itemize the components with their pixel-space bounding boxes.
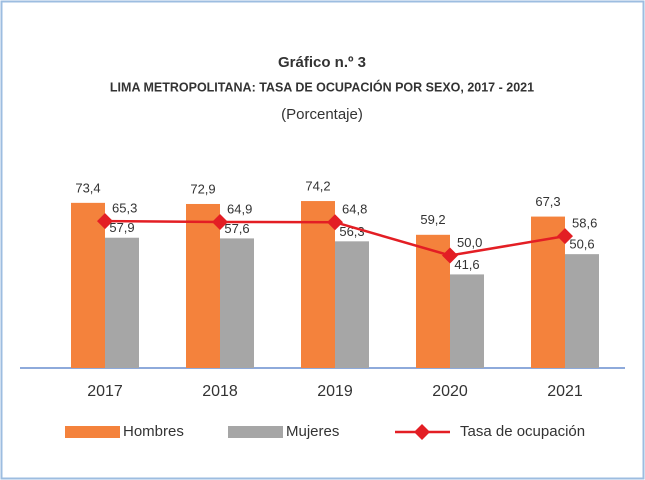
line-marker (212, 213, 228, 230)
value-label: 57,9 (109, 220, 134, 235)
bar (450, 274, 484, 368)
value-label: 74,2 (305, 178, 330, 193)
line-marker (442, 247, 458, 264)
value-label: 57,6 (224, 221, 249, 236)
bar (105, 237, 139, 368)
bar (335, 241, 369, 368)
value-label: 50,0 (457, 235, 482, 250)
value-label: 50,6 (569, 237, 594, 252)
bar (71, 202, 105, 368)
line-marker (557, 228, 573, 245)
bar (565, 254, 599, 368)
value-label: 65,3 (112, 201, 137, 216)
legend-swatch (228, 426, 283, 438)
value-label: 58,6 (572, 216, 597, 231)
line-marker (327, 214, 343, 231)
bar (186, 203, 220, 368)
x-tick-label: 2019 (317, 383, 353, 400)
value-label: 64,9 (227, 201, 252, 216)
bar (301, 201, 335, 368)
legend-label: Hombres (123, 423, 184, 440)
x-tick-label: 2021 (547, 383, 583, 400)
chart-title: Gráfico n.º 3 (278, 54, 366, 71)
legend-swatch (65, 426, 120, 438)
value-label: 59,2 (420, 212, 445, 227)
unit-label: (Porcentaje) (281, 106, 363, 123)
x-tick-label: 2020 (432, 383, 468, 400)
chart-subtitle: LIMA METROPOLITANA: TASA DE OCUPACIÓN PO… (110, 79, 534, 94)
line-marker (97, 213, 113, 230)
value-label: 56,3 (339, 224, 364, 239)
bar (220, 238, 254, 368)
value-label: 67,3 (535, 194, 560, 209)
value-label: 41,6 (454, 257, 479, 272)
value-label: 64,8 (342, 202, 367, 217)
value-label: 72,9 (190, 181, 215, 196)
value-label: 73,4 (75, 180, 100, 195)
x-tick-label: 2017 (87, 383, 123, 400)
legend-label: Mujeres (286, 423, 339, 440)
legend-marker (414, 424, 430, 440)
legend-label: Tasa de ocupación (460, 423, 585, 440)
x-tick-label: 2018 (202, 383, 238, 400)
